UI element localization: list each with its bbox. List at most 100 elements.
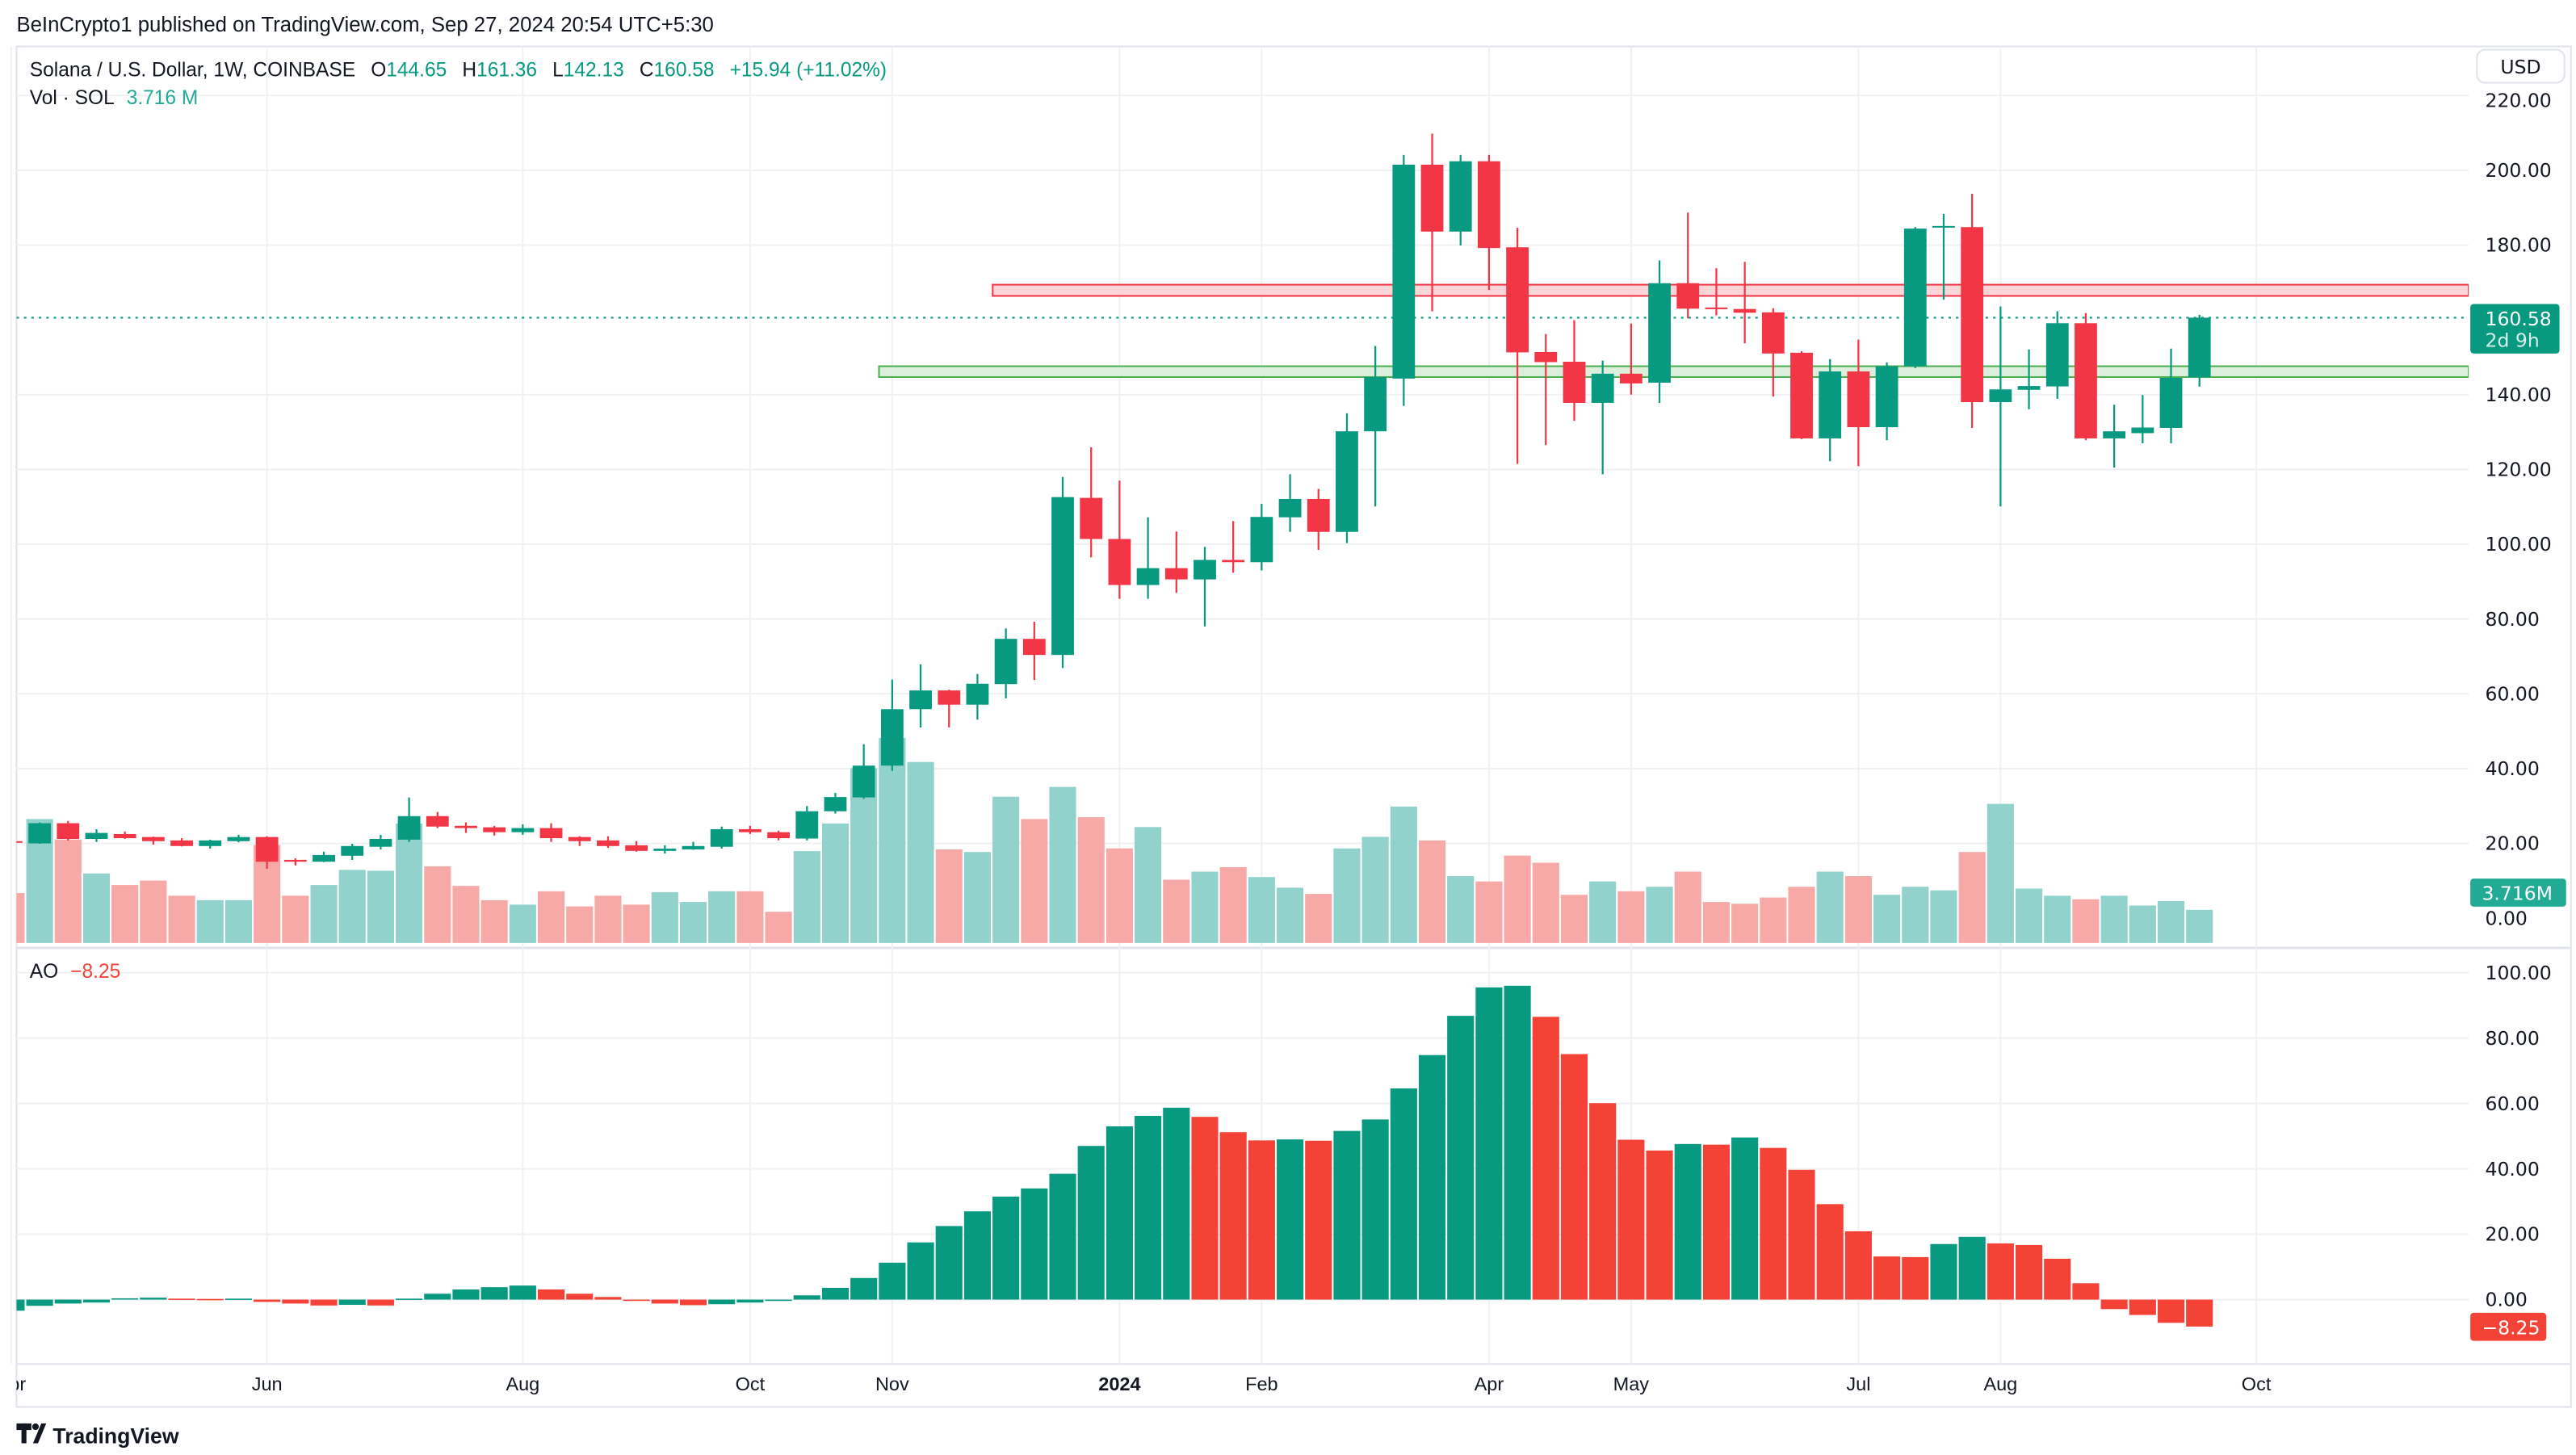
candle-body[interactable]: [1676, 283, 1700, 309]
ao-bar[interactable]: [1276, 1139, 1304, 1300]
candle-body[interactable]: [313, 854, 335, 862]
candle-body[interactable]: [1989, 389, 2012, 403]
candle-body[interactable]: [1194, 560, 1216, 580]
ao-bar[interactable]: [1987, 1243, 2014, 1300]
ao-bar[interactable]: [140, 1298, 167, 1300]
ao-bar[interactable]: [396, 1298, 423, 1300]
ao-axis[interactable]: 100.00 80.00 60.00 40.00 20.00 0.00: [2486, 962, 2552, 1311]
ao-bar[interactable]: [1504, 985, 1531, 1300]
candle-body[interactable]: [113, 833, 136, 839]
ao-histogram[interactable]: [0, 985, 2213, 1327]
ao-bar[interactable]: [1219, 1132, 1247, 1300]
candle-body[interactable]: [1847, 371, 1870, 428]
ao-bar[interactable]: [736, 1299, 764, 1303]
candle-body[interactable]: [738, 828, 761, 832]
ao-bar[interactable]: [935, 1226, 963, 1300]
candle-body[interactable]: [483, 827, 506, 832]
ao-bar[interactable]: [1333, 1130, 1361, 1300]
ao-bar[interactable]: [1077, 1146, 1105, 1300]
ao-bar[interactable]: [651, 1299, 678, 1304]
candle-body[interactable]: [1449, 161, 1472, 232]
candle-body[interactable]: [1364, 376, 1387, 432]
ao-bar[interactable]: [1105, 1126, 1133, 1300]
candle-body[interactable]: [568, 837, 591, 841]
candle-body[interactable]: [1108, 539, 1131, 585]
ao-bar[interactable]: [1390, 1088, 1417, 1300]
ao-bar[interactable]: [793, 1295, 820, 1300]
time-axis[interactable]: Apr Jun Aug Oct Nov 2024 Feb Apr May Jul Aug Oct: [0, 1373, 2272, 1394]
candle-body[interactable]: [1534, 351, 1558, 363]
candle-body[interactable]: [426, 816, 449, 827]
ao-bar[interactable]: [367, 1299, 394, 1306]
ao-bar[interactable]: [168, 1298, 195, 1300]
ao-bar[interactable]: [537, 1289, 565, 1300]
candle-body[interactable]: [341, 845, 364, 856]
candle-body[interactable]: [1136, 568, 1160, 585]
ao-bar[interactable]: [111, 1298, 139, 1300]
ao-bar[interactable]: [1248, 1140, 1275, 1300]
tradingview-logo[interactable]: TradingView: [16, 1423, 179, 1449]
candle-body[interactable]: [2131, 427, 2154, 434]
ao-bar[interactable]: [2015, 1244, 2043, 1300]
candle-body[interactable]: [1477, 161, 1500, 249]
ao-bar[interactable]: [1560, 1054, 1588, 1300]
ao-bar[interactable]: [623, 1299, 650, 1302]
currency-button[interactable]: USD: [2476, 48, 2566, 84]
ao-bar[interactable]: [850, 1277, 878, 1300]
ao-bar[interactable]: [82, 1299, 111, 1303]
candle-body[interactable]: [85, 832, 108, 839]
ao-bar[interactable]: [1361, 1119, 1389, 1300]
candle-body[interactable]: [710, 828, 733, 847]
ao-bar[interactable]: [1760, 1147, 1787, 1300]
candle-body[interactable]: [141, 837, 165, 841]
candle-body[interactable]: [2159, 377, 2183, 428]
candle-body[interactable]: [597, 840, 619, 846]
symbol-legend[interactable]: Solana / U.S. Dollar, 1W, COINBASE O144.…: [30, 59, 887, 81]
ao-bar[interactable]: [282, 1299, 309, 1304]
ao-legend[interactable]: AO −8.25: [30, 961, 120, 983]
ao-bar[interactable]: [1844, 1231, 1872, 1300]
candles[interactable]: [0, 133, 2211, 870]
ao-bar[interactable]: [1617, 1139, 1645, 1300]
candle-body[interactable]: [539, 828, 563, 839]
ao-bar[interactable]: [224, 1298, 253, 1300]
resistance-zone[interactable]: [992, 283, 2469, 297]
candle-body[interactable]: [1506, 247, 1529, 353]
candle-body[interactable]: [2075, 323, 2097, 438]
candle-body[interactable]: [1932, 225, 1955, 228]
candle-body[interactable]: [994, 639, 1017, 685]
candle-body[interactable]: [1222, 560, 1245, 563]
candle-body[interactable]: [1875, 366, 1898, 428]
candle-body[interactable]: [1761, 312, 1785, 354]
ao-bar[interactable]: [821, 1287, 850, 1300]
candle-body[interactable]: [511, 828, 535, 832]
candle-body[interactable]: [1336, 431, 1358, 532]
ao-bar[interactable]: [54, 1299, 82, 1304]
candle-body[interactable]: [2103, 431, 2126, 438]
candle-body[interactable]: [625, 845, 648, 851]
candle-body[interactable]: [170, 840, 193, 846]
ao-bar[interactable]: [310, 1299, 338, 1306]
candle-body[interactable]: [2188, 317, 2211, 378]
support-zone[interactable]: [878, 365, 2469, 379]
ao-bar[interactable]: [26, 1299, 53, 1306]
ao-bar[interactable]: [1589, 1103, 1617, 1300]
candle-body[interactable]: [57, 823, 80, 839]
ao-bar[interactable]: [1902, 1256, 1929, 1300]
ao-bar[interactable]: [196, 1298, 224, 1301]
ao-bar[interactable]: [1731, 1137, 1759, 1300]
ao-bar[interactable]: [1447, 1016, 1475, 1300]
candle-body[interactable]: [1278, 498, 1302, 518]
ao-bar[interactable]: [1873, 1256, 1901, 1300]
ao-bar[interactable]: [679, 1299, 707, 1306]
ao-bar[interactable]: [992, 1197, 1020, 1300]
ao-bar[interactable]: [1475, 987, 1503, 1300]
ao-bar[interactable]: [594, 1297, 622, 1300]
candle-body[interactable]: [1022, 639, 1046, 656]
ao-bar[interactable]: [1532, 1017, 1559, 1300]
candle-body[interactable]: [653, 849, 677, 851]
candle-body[interactable]: [1648, 283, 1671, 383]
ao-bar[interactable]: [907, 1242, 934, 1300]
ao-bar[interactable]: [2186, 1299, 2213, 1327]
candle-body[interactable]: [938, 690, 961, 705]
